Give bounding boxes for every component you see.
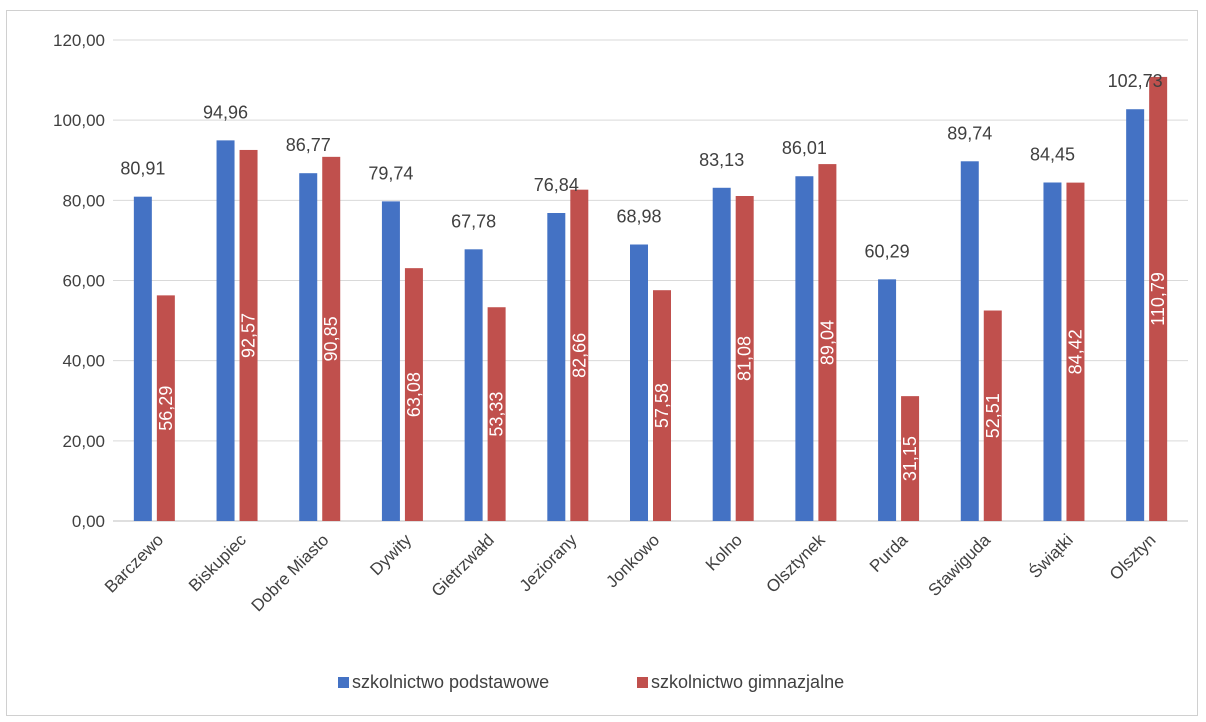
x-category-label: Barczewo bbox=[101, 530, 167, 596]
data-label-gimnazjalne: 89,04 bbox=[817, 320, 837, 365]
bar-gimnazjalne bbox=[1066, 182, 1085, 521]
data-label-podstawowe: 80,91 bbox=[120, 159, 165, 179]
bar-gimnazjalne bbox=[735, 196, 754, 521]
data-label-gimnazjalne: 56,29 bbox=[156, 386, 176, 431]
bar-gimnazjalne bbox=[404, 268, 423, 521]
bar-podstawowe bbox=[960, 161, 979, 521]
bar-podstawowe bbox=[547, 212, 566, 521]
data-label-gimnazjalne: 57,58 bbox=[652, 383, 672, 428]
y-tick-label: 100,00 bbox=[53, 111, 105, 130]
y-tick-label: 40,00 bbox=[62, 352, 105, 371]
x-category-label: Purda bbox=[866, 530, 912, 576]
data-label-gimnazjalne: 92,57 bbox=[239, 313, 259, 358]
y-axis: 0,00 20,00 40,00 60,00 80,00 100,00 120,00 bbox=[53, 31, 105, 531]
data-label-gimnazjalne: 110,79 bbox=[1148, 272, 1168, 326]
bar-gimnazjalne bbox=[1149, 76, 1168, 521]
x-category-label: Dywity bbox=[366, 530, 415, 579]
data-label-podstawowe: 102,73 bbox=[1108, 71, 1163, 91]
data-label-podstawowe: 86,01 bbox=[782, 138, 827, 158]
x-category-label: Jonkowo bbox=[602, 530, 663, 591]
data-label-gimnazjalne: 90,85 bbox=[321, 316, 341, 361]
data-label-gimnazjalne: 53,33 bbox=[487, 392, 507, 437]
x-category-label: Stawiguda bbox=[925, 530, 995, 600]
y-tick-label: 20,00 bbox=[62, 432, 105, 451]
data-label-gimnazjalne: 31,15 bbox=[900, 436, 920, 481]
bar-podstawowe bbox=[630, 244, 648, 521]
x-category-label: Biskupiec bbox=[185, 530, 250, 595]
x-category-label: Dobre Miasto bbox=[248, 530, 333, 615]
bar-podstawowe bbox=[464, 249, 483, 521]
bar-podstawowe bbox=[712, 187, 731, 522]
data-label-gimnazjalne: 84,42 bbox=[1065, 329, 1085, 374]
x-category-label: Jeziorany bbox=[516, 530, 581, 595]
data-label-podstawowe: 89,74 bbox=[947, 123, 992, 143]
bar-podstawowe bbox=[381, 201, 400, 522]
data-label-podstawowe: 94,96 bbox=[203, 102, 248, 122]
legend-label: szkolnictwo podstawowe bbox=[352, 672, 549, 692]
x-category-label: Olsztynek bbox=[762, 530, 829, 597]
data-label-podstawowe: 86,77 bbox=[286, 135, 331, 155]
data-label-podstawowe: 60,29 bbox=[865, 241, 910, 261]
legend: szkolnictwo podstawowe szkolnictwo gimnaz… bbox=[338, 672, 844, 692]
x-category-label: Olsztyn bbox=[1106, 530, 1160, 584]
x-category-label: Świątki bbox=[1025, 530, 1077, 582]
bar-gimnazjalne bbox=[983, 310, 1002, 521]
bar-podstawowe bbox=[1043, 182, 1062, 521]
data-label-gimnazjalne: 81,08 bbox=[735, 336, 755, 381]
data-labels: 80,91 56,29 94,96 92,57 86,77 90,85 79,74 63,08… bbox=[120, 71, 1168, 481]
bar-gimnazjalne bbox=[322, 156, 341, 522]
bar-gimnazjalne bbox=[901, 396, 920, 521]
y-tick-label: 0,00 bbox=[72, 512, 105, 531]
data-label-gimnazjalne: 63,08 bbox=[404, 372, 424, 417]
legend-label: szkolnictwo gimnazjalne bbox=[651, 672, 844, 692]
bar-gimnazjalne bbox=[487, 307, 506, 521]
bar-gimnazjalne bbox=[818, 164, 837, 521]
x-category-label: Gietrzwałd bbox=[428, 530, 498, 600]
data-label-podstawowe: 67,78 bbox=[451, 211, 496, 231]
y-tick-label: 60,00 bbox=[62, 272, 105, 291]
legend-swatch bbox=[338, 677, 349, 688]
bar-podstawowe bbox=[299, 173, 318, 522]
bar-podstawowe bbox=[216, 140, 235, 522]
data-label-podstawowe: 76,84 bbox=[534, 175, 579, 195]
gridlines bbox=[113, 39, 1188, 522]
bar-podstawowe bbox=[133, 196, 152, 522]
y-tick-label: 120,00 bbox=[53, 31, 105, 50]
data-label-podstawowe: 68,98 bbox=[616, 207, 661, 227]
data-label-gimnazjalne: 52,51 bbox=[983, 393, 1003, 438]
bar-podstawowe bbox=[1126, 109, 1145, 522]
data-label-podstawowe: 84,45 bbox=[1030, 144, 1075, 164]
bar-gimnazjalne bbox=[156, 295, 175, 521]
y-tick-label: 80,00 bbox=[62, 191, 105, 210]
bar-gimnazjalne bbox=[570, 189, 589, 521]
bar-podstawowe bbox=[878, 279, 897, 521]
data-label-podstawowe: 83,13 bbox=[699, 150, 744, 170]
data-label-gimnazjalne: 82,66 bbox=[569, 333, 589, 378]
bars bbox=[133, 76, 1168, 522]
legend-swatch bbox=[637, 677, 648, 688]
data-label-podstawowe: 79,74 bbox=[368, 163, 413, 183]
x-category-label: Kolno bbox=[702, 530, 746, 574]
bar-gimnazjalne bbox=[239, 149, 258, 521]
bar-gimnazjalne bbox=[653, 290, 671, 521]
bar-podstawowe bbox=[795, 176, 814, 521]
